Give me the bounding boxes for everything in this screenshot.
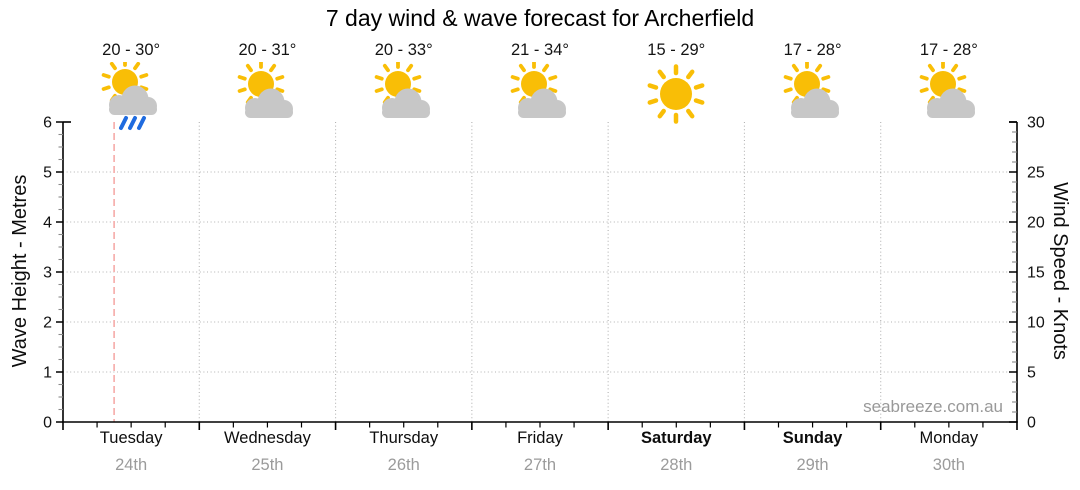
day-column: 15 - 29° Saturday 28th xyxy=(608,0,744,490)
day-column: 20 - 33° Thursday 26th xyxy=(336,0,472,490)
axis-tick-label: 2 xyxy=(43,315,52,332)
sun-cloud-icon xyxy=(783,59,843,132)
temp-range: 17 - 28° xyxy=(919,41,978,59)
day-column: 20 - 31° Wednesday 25th xyxy=(199,0,335,490)
chart-title: 7 day wind & wave forecast for Archerfie… xyxy=(325,5,755,31)
axis-tick-label: 4 xyxy=(43,215,52,232)
axis-tick-label: 15 xyxy=(1027,265,1045,282)
day-name: Thursday xyxy=(369,429,439,447)
day-name: Saturday xyxy=(640,429,712,447)
day-column: 17 - 28° Monday 30th xyxy=(881,0,1017,490)
temp-range: 17 - 28° xyxy=(783,41,842,59)
axis-tick-label: 5 xyxy=(43,165,52,182)
day-name: Sunday xyxy=(782,429,843,447)
day-column: 20 - 30° Tuesday 24th xyxy=(63,0,199,490)
sun-cloud-rain-icon xyxy=(101,57,161,132)
axis-tick-label: 1 xyxy=(43,365,52,382)
day-date: 25th xyxy=(251,456,284,474)
axis-tick-label: 20 xyxy=(1027,215,1045,232)
axis-tick-label: 3 xyxy=(43,265,52,282)
sun-cloud-icon xyxy=(510,59,570,132)
temp-range: 20 - 31° xyxy=(238,41,297,59)
day-name: Tuesday xyxy=(99,429,163,447)
axis-tick-label: 10 xyxy=(1027,315,1045,332)
day-date: 24th xyxy=(115,456,148,474)
axis-tick-label: 5 xyxy=(1027,365,1036,382)
temp-range: 15 - 29° xyxy=(647,41,706,59)
day-name: Wednesday xyxy=(224,429,311,447)
axis-tick-label: 0 xyxy=(43,415,52,432)
temp-range: 21 - 34° xyxy=(511,41,569,59)
day-name: Friday xyxy=(517,429,563,447)
day-date: 27th xyxy=(523,456,557,474)
watermark: seabreeze.com.au xyxy=(863,397,1003,416)
sun-cloud-icon xyxy=(237,59,297,132)
day-name: Monday xyxy=(919,429,979,447)
axis-tick-label: 0 xyxy=(1027,415,1036,432)
day-date: 28th xyxy=(660,456,693,474)
day-date: 26th xyxy=(387,456,420,474)
day-column: 17 - 28° Sunday 29th xyxy=(744,0,880,490)
axis-tick-label: 6 xyxy=(43,115,52,132)
sun-cloud-icon xyxy=(919,59,979,132)
sun-cloud-icon xyxy=(374,59,434,132)
day-date: 29th xyxy=(796,456,829,474)
axis-tick-label: 25 xyxy=(1027,165,1045,182)
temp-range: 20 - 33° xyxy=(374,41,433,59)
temp-range: 20 - 30° xyxy=(102,41,161,59)
day-date: 30th xyxy=(932,456,965,474)
sun-icon xyxy=(646,62,706,132)
day-column: 21 - 34° Friday 27th xyxy=(472,0,608,490)
axis-tick-label: 30 xyxy=(1027,115,1045,132)
